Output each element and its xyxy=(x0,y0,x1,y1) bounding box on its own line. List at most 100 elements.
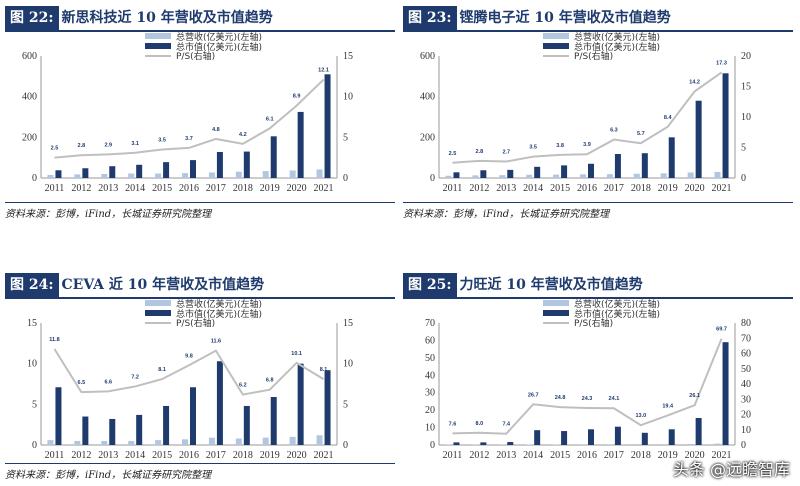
x-tick-label: 2015 xyxy=(152,450,172,461)
ps-data-label: 3.5 xyxy=(529,145,537,151)
market-cap-bar xyxy=(507,442,514,445)
market-cap-bar xyxy=(614,154,621,178)
x-tick-label: 2020 xyxy=(685,183,705,194)
legend-swatch-revenue xyxy=(145,300,171,306)
ps-data-label: 19.4 xyxy=(662,403,674,409)
market-cap-bar xyxy=(588,429,594,445)
x-tick-label: 2016 xyxy=(179,450,199,461)
ps-data-label: 24.8 xyxy=(555,395,566,401)
revenue-bar xyxy=(553,174,560,178)
y-left-tick-label: 10 xyxy=(27,359,37,370)
ps-data-label: 3.1 xyxy=(131,141,139,147)
figure-label: 图 23: xyxy=(403,6,457,30)
legend-label-revenue: 总营收(亿美元)(左轴) xyxy=(176,32,262,43)
ps-data-label: 17.3 xyxy=(716,60,727,66)
source-note: 资料来源：彭博，iFind，长城证券研究院整理 xyxy=(403,202,793,220)
market-cap-bar xyxy=(55,387,62,445)
y-left-tick-label: 10 xyxy=(425,423,435,434)
market-cap-bar xyxy=(163,405,170,445)
ps-data-label: 5.7 xyxy=(637,131,645,137)
x-tick-label: 2012 xyxy=(71,450,91,461)
ps-data-label: 8.4 xyxy=(664,115,673,121)
market-cap-bar xyxy=(668,429,675,445)
legend-label-market-cap: 总市值(亿美元)(左轴) xyxy=(176,308,262,320)
ps-series-line xyxy=(452,338,723,435)
ps-data-label: 4.8 xyxy=(212,127,220,133)
y-right-tick-label: 70 xyxy=(741,333,751,344)
ps-data-label: 8.1 xyxy=(320,367,328,373)
market-cap-bar xyxy=(722,73,729,178)
revenue-bar xyxy=(182,173,188,178)
y-left-tick-label: 0 xyxy=(430,440,435,451)
market-cap-bar xyxy=(136,414,143,445)
ps-data-label: 13.0 xyxy=(635,413,646,419)
figure-label: 图 22: xyxy=(5,6,59,30)
x-tick-label: 2016 xyxy=(179,183,199,194)
revenue-bar xyxy=(660,444,667,445)
figure-label: 图 25: xyxy=(403,273,457,297)
chart-panel-24: 图 24: CEVA 近 10 年营收及市值趋势 0 5 10 15 0 5 10 15 201… xyxy=(5,273,395,481)
ps-data-label: 69.7 xyxy=(716,327,727,333)
chart-area: 0 200 400 600 0 5 10 15 20 2011 2012 2013 2014 2015 20… xyxy=(403,32,793,200)
revenue-bar xyxy=(155,173,162,178)
ps-data-label: 14.2 xyxy=(689,79,700,85)
legend-swatch-revenue xyxy=(543,300,569,306)
ps-data-label: 3.5 xyxy=(158,138,166,144)
ps-data-label: 2.5 xyxy=(51,146,59,152)
ps-data-label: 4.2 xyxy=(239,132,247,138)
legend-swatch-market-cap xyxy=(145,310,171,316)
revenue-bar xyxy=(687,443,694,445)
y-right-tick-label: 5 xyxy=(343,132,348,143)
ps-data-label: 2.9 xyxy=(104,142,112,148)
y-right-tick-label: 5 xyxy=(741,143,746,154)
revenue-bar xyxy=(660,173,667,178)
legend-swatch-revenue xyxy=(543,33,569,39)
revenue-bar xyxy=(208,172,215,178)
chart-panel-25: 图 25: 力旺近 10 年营收及市值趋势 0 10 20 30 40 50 60 70 0 10… xyxy=(403,273,793,461)
market-cap-bar xyxy=(561,165,568,178)
revenue-bar xyxy=(74,174,81,178)
x-tick-label: 2018 xyxy=(631,450,651,461)
market-cap-bar xyxy=(695,100,702,178)
x-tick-label: 2021 xyxy=(712,450,732,461)
x-tick-label: 2019 xyxy=(658,183,678,194)
revenue-bar xyxy=(101,440,108,445)
y-right-tick-label: 10 xyxy=(343,359,353,370)
revenue-bar xyxy=(580,444,586,445)
legend-label-revenue: 总营收(亿美元)(左轴) xyxy=(176,299,262,310)
y-right-tick-label: 20 xyxy=(741,410,751,421)
chart-svg: 0 5 10 15 0 5 10 15 2011 2012 2013 2014 2015 2016 2017… xyxy=(27,299,353,461)
chart-title-bar: 图 23: 铿腾电子近 10 年营收及市值趋势 xyxy=(403,6,793,32)
ps-data-label: 7.2 xyxy=(131,374,139,380)
y-left-tick-label: 15 xyxy=(27,318,37,329)
revenue-bar xyxy=(714,443,721,445)
y-right-tick-label: 0 xyxy=(343,173,348,184)
market-cap-bar xyxy=(243,151,250,178)
chart-title-bar: 图 25: 力旺近 10 年营收及市值趋势 xyxy=(403,273,793,299)
y-right-tick-label: 15 xyxy=(343,51,353,62)
chart-area: 0 5 10 15 0 5 10 15 2011 2012 2013 2014 2015 2016 2017… xyxy=(5,299,395,467)
y-left-tick-label: 600 xyxy=(22,51,37,62)
revenue-bar xyxy=(580,174,586,178)
x-tick-label: 2018 xyxy=(233,450,253,461)
legend-label-ps: P/S(右轴) xyxy=(574,50,613,62)
y-left-tick-label: 0 xyxy=(430,173,435,184)
y-left-tick-label: 5 xyxy=(32,399,37,410)
revenue-bar xyxy=(155,440,162,445)
ps-data-label: 6.8 xyxy=(266,378,274,384)
y-right-tick-label: 30 xyxy=(741,394,751,405)
x-tick-label: 2015 xyxy=(152,183,172,194)
legend-swatch-revenue xyxy=(145,33,171,39)
ps-data-label: 11.6 xyxy=(211,339,221,345)
market-cap-bar xyxy=(453,172,460,178)
legend-label-market-cap: 总市值(亿美元)(左轴) xyxy=(176,41,262,53)
source-note: 资料来源：彭博，iFind，长城证券研究院整理 xyxy=(5,463,395,481)
revenue-bar xyxy=(101,173,108,178)
ps-data-label: 6.5 xyxy=(78,380,86,386)
y-left-tick-label: 200 xyxy=(420,132,435,143)
ps-data-label: 7.4 xyxy=(502,422,511,428)
revenue-bar xyxy=(526,444,533,445)
x-tick-label: 2011 xyxy=(443,183,463,194)
market-cap-bar xyxy=(722,342,729,445)
ps-data-label: 24.1 xyxy=(609,396,620,402)
